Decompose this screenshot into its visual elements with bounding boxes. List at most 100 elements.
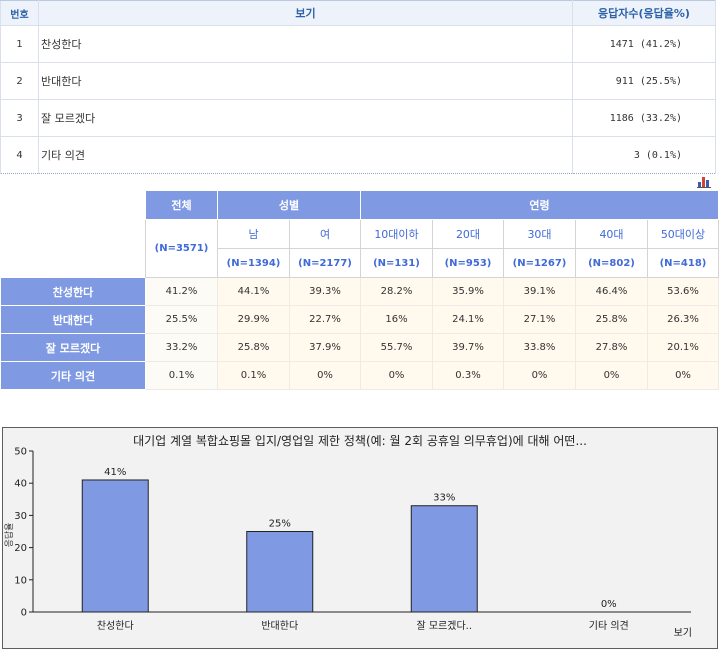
corner-cell — [0, 190, 146, 278]
chart-title: 대기업 계열 복합쇼핑몰 입지/영업일 제한 정책(예: 월 2회 공휴일 의무… — [133, 434, 587, 448]
bar-chart: 0 10 20 30 40 50 응답율 41% 찬성한다 25% 반대한다 33% 잘 모르겠다.. 0… — [3, 447, 692, 640]
total-n: (N=3571) — [145, 219, 218, 278]
row-number: 2 — [0, 62, 39, 100]
column-n: (N=418) — [647, 248, 719, 278]
row-label: 반대한다 — [0, 305, 146, 334]
y-tick-label: 0 — [21, 608, 27, 619]
bar — [81, 479, 149, 613]
row-count: 3 (0.1%) — [572, 136, 716, 174]
value-cell: 29.9% — [217, 305, 290, 334]
value-cell: 55.7% — [360, 333, 433, 362]
data-label: 25% — [269, 519, 291, 530]
value-cell: 44.1% — [217, 277, 290, 306]
value-cell: 53.6% — [647, 277, 719, 306]
x-tick-label: 반대한다 — [261, 620, 298, 632]
row-number: 1 — [0, 25, 39, 63]
value-cell: 39.1% — [503, 277, 576, 306]
x-tick-label: 기타 의견 — [589, 620, 629, 632]
table-row: 4 기타 의견 3 (0.1%) — [0, 136, 716, 174]
group-header-row: 전체 성별 연령 — [0, 190, 719, 278]
row-number: 4 — [0, 136, 39, 174]
column-n: (N=802) — [575, 248, 648, 278]
table-row: 2 반대한다 911 (25.5%) — [0, 62, 716, 100]
table-row: 기타 의견 0.1% 0.1% 0% 0% 0.3% 0% 0% 0% — [0, 361, 719, 390]
chart-panel: 대기업 계열 복합쇼핑몰 입지/영업일 제한 정책(예: 월 2회 공휴일 의무… — [2, 427, 718, 649]
value-cell: 46.4% — [575, 277, 648, 306]
column-label: 30대 — [503, 219, 576, 249]
column-label: 남 — [217, 219, 290, 249]
value-cell: 39.3% — [289, 277, 361, 306]
y-tick-label: 40 — [14, 479, 27, 490]
value-cell: 35.9% — [432, 277, 504, 306]
value-cell: 28.2% — [360, 277, 433, 306]
row-count: 911 (25.5%) — [572, 62, 716, 100]
y-tick-label: 20 — [14, 543, 27, 554]
column-n: (N=1394) — [217, 248, 290, 278]
row-label: 찬성한다 — [0, 277, 146, 306]
value-cell: 0% — [360, 361, 433, 390]
value-cell: 27.8% — [575, 333, 648, 362]
row-option: 찬성한다 — [38, 25, 573, 63]
header-total: 전체 — [145, 190, 218, 220]
x-tick-label: 잘 모르겠다.. — [416, 620, 472, 632]
value-cell: 0.1% — [217, 361, 290, 390]
value-cell: 0.1% — [145, 361, 218, 390]
value-cell: 39.7% — [432, 333, 504, 362]
column-n: (N=2177) — [289, 248, 361, 278]
row-label: 잘 모르겠다 — [0, 333, 146, 362]
column-n: (N=1267) — [503, 248, 576, 278]
data-label: 41% — [104, 467, 126, 478]
value-cell: 25.5% — [145, 305, 218, 334]
column-n: (N=131) — [360, 248, 433, 278]
column-label: 20대 — [432, 219, 504, 249]
table-row: 1 찬성한다 1471 (41.2%) — [0, 25, 716, 63]
value-cell: 41.2% — [145, 277, 218, 306]
demographic-breakdown-table: 전체 성별 연령 (N=3571) 남 여 10대이하 20대 30대 40대 … — [0, 190, 719, 390]
value-cell: 27.1% — [503, 305, 576, 334]
row-number: 3 — [0, 99, 39, 137]
response-summary-table: 번호 보기 응답자수(응답율%) 1 찬성한다 1471 (41.2%) 2 반… — [0, 0, 716, 174]
header-count: 응답자수(응답율%) — [572, 0, 716, 26]
value-cell: 25.8% — [575, 305, 648, 334]
column-label: 50대이상 — [647, 219, 719, 249]
header-age: 연령 — [360, 190, 719, 220]
x-axis-label: 보기 — [674, 627, 692, 639]
row-label: 기타 의견 — [0, 361, 146, 390]
column-label: 여 — [289, 219, 361, 249]
value-cell: 25.8% — [217, 333, 290, 362]
y-tick-label: 50 — [14, 447, 27, 458]
header-gender: 성별 — [217, 190, 361, 220]
table-row: 찬성한다 41.2% 44.1% 39.3% 28.2% 35.9% 39.1%… — [0, 277, 719, 306]
table-header-row: 번호 보기 응답자수(응답율%) — [0, 0, 716, 26]
row-count: 1471 (41.2%) — [572, 25, 716, 63]
column-label: 10대이하 — [360, 219, 433, 249]
row-option: 반대한다 — [38, 62, 573, 100]
value-cell: 26.3% — [647, 305, 719, 334]
value-cell: 33.8% — [503, 333, 576, 362]
bar-chart-icon[interactable] — [697, 176, 711, 188]
row-count: 1186 (33.2%) — [572, 99, 716, 137]
data-label: 33% — [433, 493, 455, 504]
column-label-row: (N=3571) 남 여 10대이하 20대 30대 40대 50대이상 — [1, 219, 719, 278]
value-cell: 24.1% — [432, 305, 504, 334]
table-row: 반대한다 25.5% 29.9% 22.7% 16% 24.1% 27.1% 2… — [0, 305, 719, 334]
table-row: 3 잘 모르겠다 1186 (33.2%) — [0, 99, 716, 137]
value-cell: 16% — [360, 305, 433, 334]
row-option: 기타 의견 — [38, 136, 573, 174]
x-tick-label: 찬성한다 — [97, 620, 134, 632]
row-option: 잘 모르겠다 — [38, 99, 573, 137]
header-option: 보기 — [38, 0, 573, 26]
value-cell: 0% — [289, 361, 361, 390]
y-axis-label: 응답율 — [3, 523, 15, 548]
value-cell: 0% — [575, 361, 648, 390]
value-cell: 33.2% — [145, 333, 218, 362]
bar — [410, 505, 478, 613]
value-cell: 37.9% — [289, 333, 361, 362]
value-cell: 0% — [503, 361, 576, 390]
y-tick-label: 10 — [14, 575, 27, 586]
data-label: 0% — [601, 599, 617, 610]
table-row: 잘 모르겠다 33.2% 25.8% 37.9% 55.7% 39.7% 33.… — [0, 333, 719, 362]
column-n: (N=953) — [432, 248, 504, 278]
column-label: 40대 — [575, 219, 648, 249]
bar — [246, 531, 314, 613]
